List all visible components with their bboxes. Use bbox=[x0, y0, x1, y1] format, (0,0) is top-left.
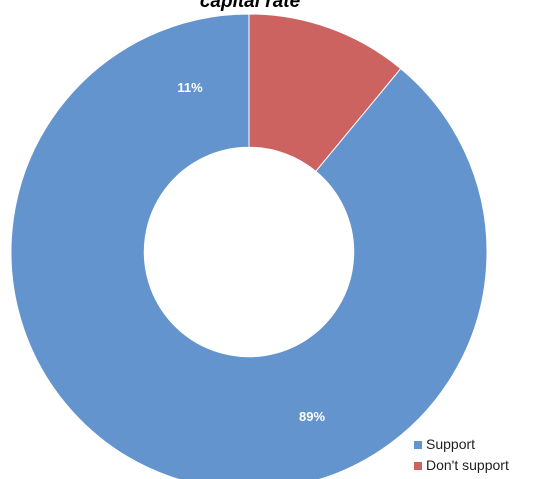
donut-slice-support bbox=[10, 13, 488, 479]
data-label-support: 89% bbox=[299, 409, 325, 424]
legend-swatch-dont-support bbox=[414, 461, 422, 470]
data-label-dont-support: 11% bbox=[177, 80, 203, 95]
donut-slice-dont-support bbox=[248, 13, 402, 173]
legend-label-support: Support bbox=[426, 436, 476, 452]
legend-item-support: Support bbox=[414, 434, 509, 455]
chart-legend: Support Don't support bbox=[414, 434, 509, 476]
chart-title: capital rate bbox=[199, 0, 301, 12]
legend-item-dont-support: Don't support bbox=[414, 455, 509, 476]
donut-slices bbox=[10, 13, 488, 479]
donut-data-labels: 89% 11% bbox=[177, 80, 325, 424]
legend-swatch-support bbox=[414, 440, 422, 449]
legend-label-dont-support: Don't support bbox=[426, 457, 509, 473]
